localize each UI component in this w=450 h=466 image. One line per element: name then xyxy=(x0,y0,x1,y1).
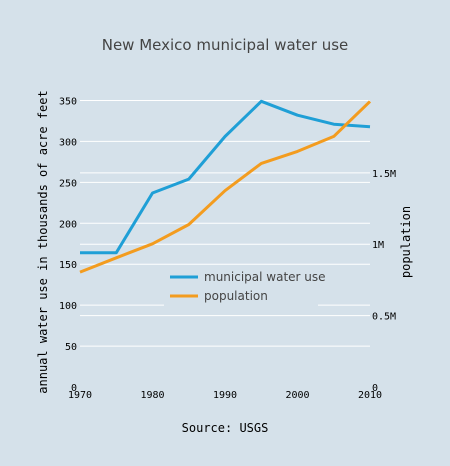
gridlines xyxy=(80,99,370,347)
right-y-axis-ticks: 0 0.5M 1M 1.5M xyxy=(372,169,396,394)
y-right-tick-label: 1.5M xyxy=(372,169,396,180)
legend-background xyxy=(164,266,318,308)
y-left-tick-label: 300 xyxy=(59,137,77,148)
y-left-tick-label: 350 xyxy=(59,96,77,107)
y-right-tick-label: 1M xyxy=(372,240,384,251)
series-line-population xyxy=(79,100,372,274)
y-left-tick-label: 250 xyxy=(59,178,77,189)
chart-title: New Mexico municipal water use xyxy=(102,36,349,54)
y-left-tick-label: 0 xyxy=(71,383,77,394)
x-tick-label: 2000 xyxy=(285,390,309,401)
left-y-axis-ticks: 0 50 100 150 200 250 300 350 xyxy=(59,96,77,394)
series-line-municipal-water-use xyxy=(80,99,371,255)
y-left-tick-label: 150 xyxy=(59,260,77,271)
legend: municipal water use population xyxy=(164,266,326,308)
y-right-tick-label: 0 xyxy=(372,383,378,394)
y-left-tick-label: 50 xyxy=(65,342,77,353)
legend-label-water-use: municipal water use xyxy=(204,270,326,284)
y-axis-left-title: annual water use in thousands of acre fe… xyxy=(36,90,50,393)
y-axis-right-title: population xyxy=(399,206,413,278)
x-axis-ticks: 1970 1980 1990 2000 2010 xyxy=(68,390,382,401)
x-tick-label: 2010 xyxy=(358,390,382,401)
y-left-tick-label: 100 xyxy=(59,301,77,312)
x-tick-label: 1990 xyxy=(213,390,237,401)
y-left-tick-label: 200 xyxy=(59,219,77,230)
x-tick-label: 1970 xyxy=(68,390,92,401)
legend-label-population: population xyxy=(204,289,268,303)
y-right-tick-label: 0.5M xyxy=(372,312,396,323)
series-lines xyxy=(79,99,372,274)
x-tick-label: 1980 xyxy=(140,390,164,401)
source-label: Source: USGS xyxy=(182,421,269,435)
